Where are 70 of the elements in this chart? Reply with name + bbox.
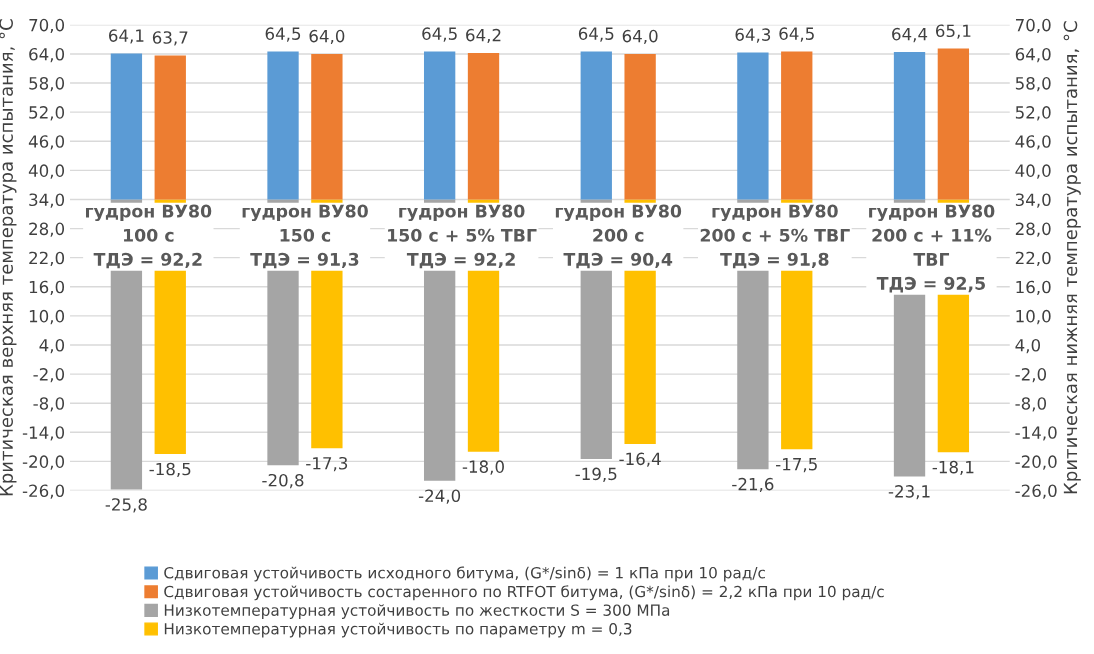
y-tick-label: 58,0	[29, 77, 65, 92]
y2-tick-label: 64,0	[1015, 47, 1051, 63]
y-tick-label: 22,0	[29, 251, 65, 266]
y-tick-label: -20,0	[22, 455, 65, 470]
data-label: -19,5	[575, 467, 617, 482]
x-tick-label: гудрон ВУ80 150 с ТДЭ = 91,3	[242, 204, 368, 269]
y2-tick-label: 58,0	[1015, 77, 1051, 92]
y-tick-label: 70,0	[29, 18, 65, 34]
y2-tick-label: 46,0	[1015, 135, 1051, 150]
data-label: 64,5	[422, 27, 457, 42]
y-tick-label: -26,0	[22, 484, 65, 499]
y-tick-label: 4,0	[39, 338, 65, 354]
y-tick-label: -2,0	[33, 368, 65, 383]
y2-tick-label: -2,0	[1015, 368, 1047, 383]
y2-tick-label: 40,0	[1015, 164, 1051, 179]
data-label: 64,5	[779, 27, 814, 42]
y-tick-label: 40,0	[28, 164, 65, 179]
data-label: -20,8	[262, 473, 304, 489]
x-tick-label: гудрон ВУ80 200 с + 5% ТВГ ТДЭ = 91,8	[700, 204, 850, 269]
y2-tick-label: 22,0	[1015, 251, 1051, 266]
y-tick-label: 16,0	[29, 280, 65, 296]
data-label: -17,5	[776, 458, 817, 473]
y2-tick-label: -8,0	[1015, 397, 1047, 412]
y2-tick-label: 28,0	[1015, 222, 1051, 237]
data-label: -16,4	[619, 452, 661, 467]
data-label: -17,3	[306, 456, 348, 472]
data-label: -18,0	[462, 460, 504, 475]
data-label: 64,2	[466, 28, 501, 44]
data-label: -21,6	[732, 477, 774, 493]
y2-tick-label: -14,0	[1015, 426, 1057, 441]
x-tick-label: гудрон ВУ80 100 с ТДЭ = 92,2	[86, 204, 212, 269]
y-tick-label: -14,0	[22, 426, 65, 441]
legend-label: Низкотемпературная устойчивость по жесткости S = 300 МПа	[164, 604, 670, 619]
data-label: 63,7	[152, 31, 188, 46]
y-axis-title: Критическая верхняя температура испытания, °C	[0, 19, 17, 496]
y2-tick-label: 4,0	[1015, 338, 1041, 354]
data-label: 64,1	[109, 29, 144, 44]
legend-label: Низкотемпературная устойчивость по параметру m = 0,3	[164, 622, 632, 638]
data-label: 64,5	[578, 27, 614, 42]
y2-tick-label: -26,0	[1015, 484, 1057, 499]
data-label: 64,5	[265, 27, 301, 42]
y-tick-label: 52,0	[29, 106, 65, 121]
data-label: -18,5	[149, 462, 191, 478]
data-label: 65,1	[935, 24, 971, 39]
x-tick-label: гудрон ВУ80 150 с + 5% ТВГ ТДЭ = 92,2	[388, 204, 537, 269]
y2-tick-label: 34,0	[1015, 193, 1051, 208]
data-label: 64,0	[309, 29, 345, 45]
y-tick-label: 64,0	[29, 47, 65, 63]
y2-tick-label: 52,0	[1015, 106, 1051, 121]
x-tick-label: гудрон ВУ80 200 с + 11% ТВГ ТДЭ = 92,5	[869, 204, 995, 293]
y2-tick-label: 16,0	[1016, 280, 1051, 296]
y2-axis-title: Критическая нижняя температура испытания, °C	[1063, 21, 1081, 494]
legend-label: Сдвиговая устойчивость состаренного по RTFOT битума, (G*/sinδ) = 2,2 кПа при 10 рад/с	[164, 585, 884, 601]
y-tick-label: 10,0	[29, 309, 65, 325]
y-tick-label: -8,0	[33, 397, 65, 412]
y2-tick-label: -20,0	[1015, 455, 1057, 470]
data-label: 64,0	[622, 29, 658, 45]
data-label: -24,0	[418, 489, 461, 504]
data-label: -25,8	[105, 498, 147, 513]
data-label: 64,4	[892, 27, 928, 43]
y2-tick-label: 70,0	[1015, 18, 1051, 34]
data-label: 64,3	[735, 28, 771, 43]
data-label: -23,1	[888, 485, 930, 500]
data-label: -18,1	[932, 460, 974, 476]
y-tick-label: 28,0	[29, 222, 65, 237]
x-tick-label: гудрон ВУ80 200 с ТДЭ = 90,4	[555, 204, 682, 269]
y-tick-label: 34,0	[29, 193, 65, 208]
y2-tick-label: 10,0	[1016, 309, 1051, 325]
y-tick-label: 46,0	[28, 135, 65, 150]
legend-label: Сдвиговая устойчивость исходного битума, (G*/sinδ) = 1 кПа при 10 рад/с	[164, 566, 765, 582]
